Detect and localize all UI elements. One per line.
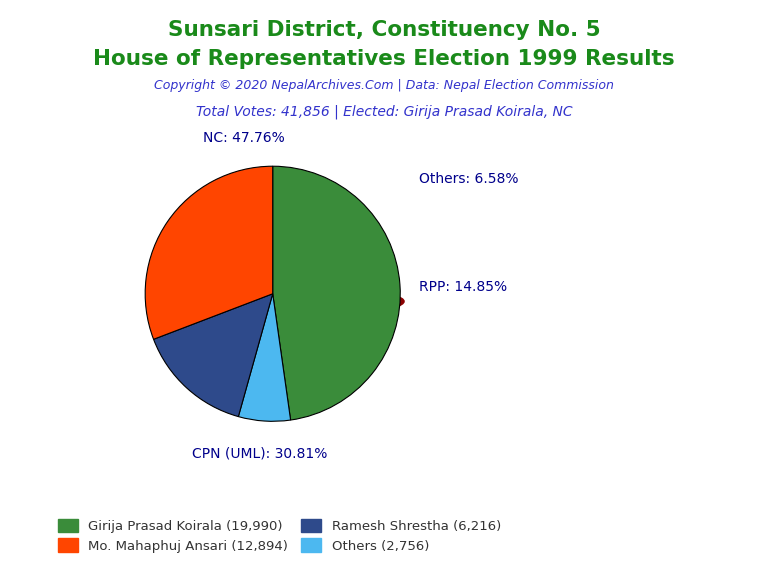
Wedge shape: [238, 294, 290, 421]
Wedge shape: [273, 166, 400, 420]
Text: Total Votes: 41,856 | Elected: Girija Prasad Koirala, NC: Total Votes: 41,856 | Elected: Girija Pr…: [196, 105, 572, 119]
Wedge shape: [154, 294, 273, 416]
Text: Copyright © 2020 NepalArchives.Com | Data: Nepal Election Commission: Copyright © 2020 NepalArchives.Com | Dat…: [154, 79, 614, 93]
Text: House of Representatives Election 1999 Results: House of Representatives Election 1999 R…: [93, 49, 675, 69]
Wedge shape: [145, 166, 273, 339]
Text: Others: 6.58%: Others: 6.58%: [419, 172, 519, 186]
Legend: Girija Prasad Koirala (19,990), Mo. Mahaphuj Ansari (12,894), Ramesh Shrestha (6: Girija Prasad Koirala (19,990), Mo. Maha…: [53, 514, 506, 558]
Ellipse shape: [149, 286, 404, 317]
Text: Sunsari District, Constituency No. 5: Sunsari District, Constituency No. 5: [167, 20, 601, 40]
Text: NC: 47.76%: NC: 47.76%: [203, 131, 284, 145]
Text: RPP: 14.85%: RPP: 14.85%: [419, 281, 508, 294]
Text: CPN (UML): 30.81%: CPN (UML): 30.81%: [192, 446, 328, 460]
